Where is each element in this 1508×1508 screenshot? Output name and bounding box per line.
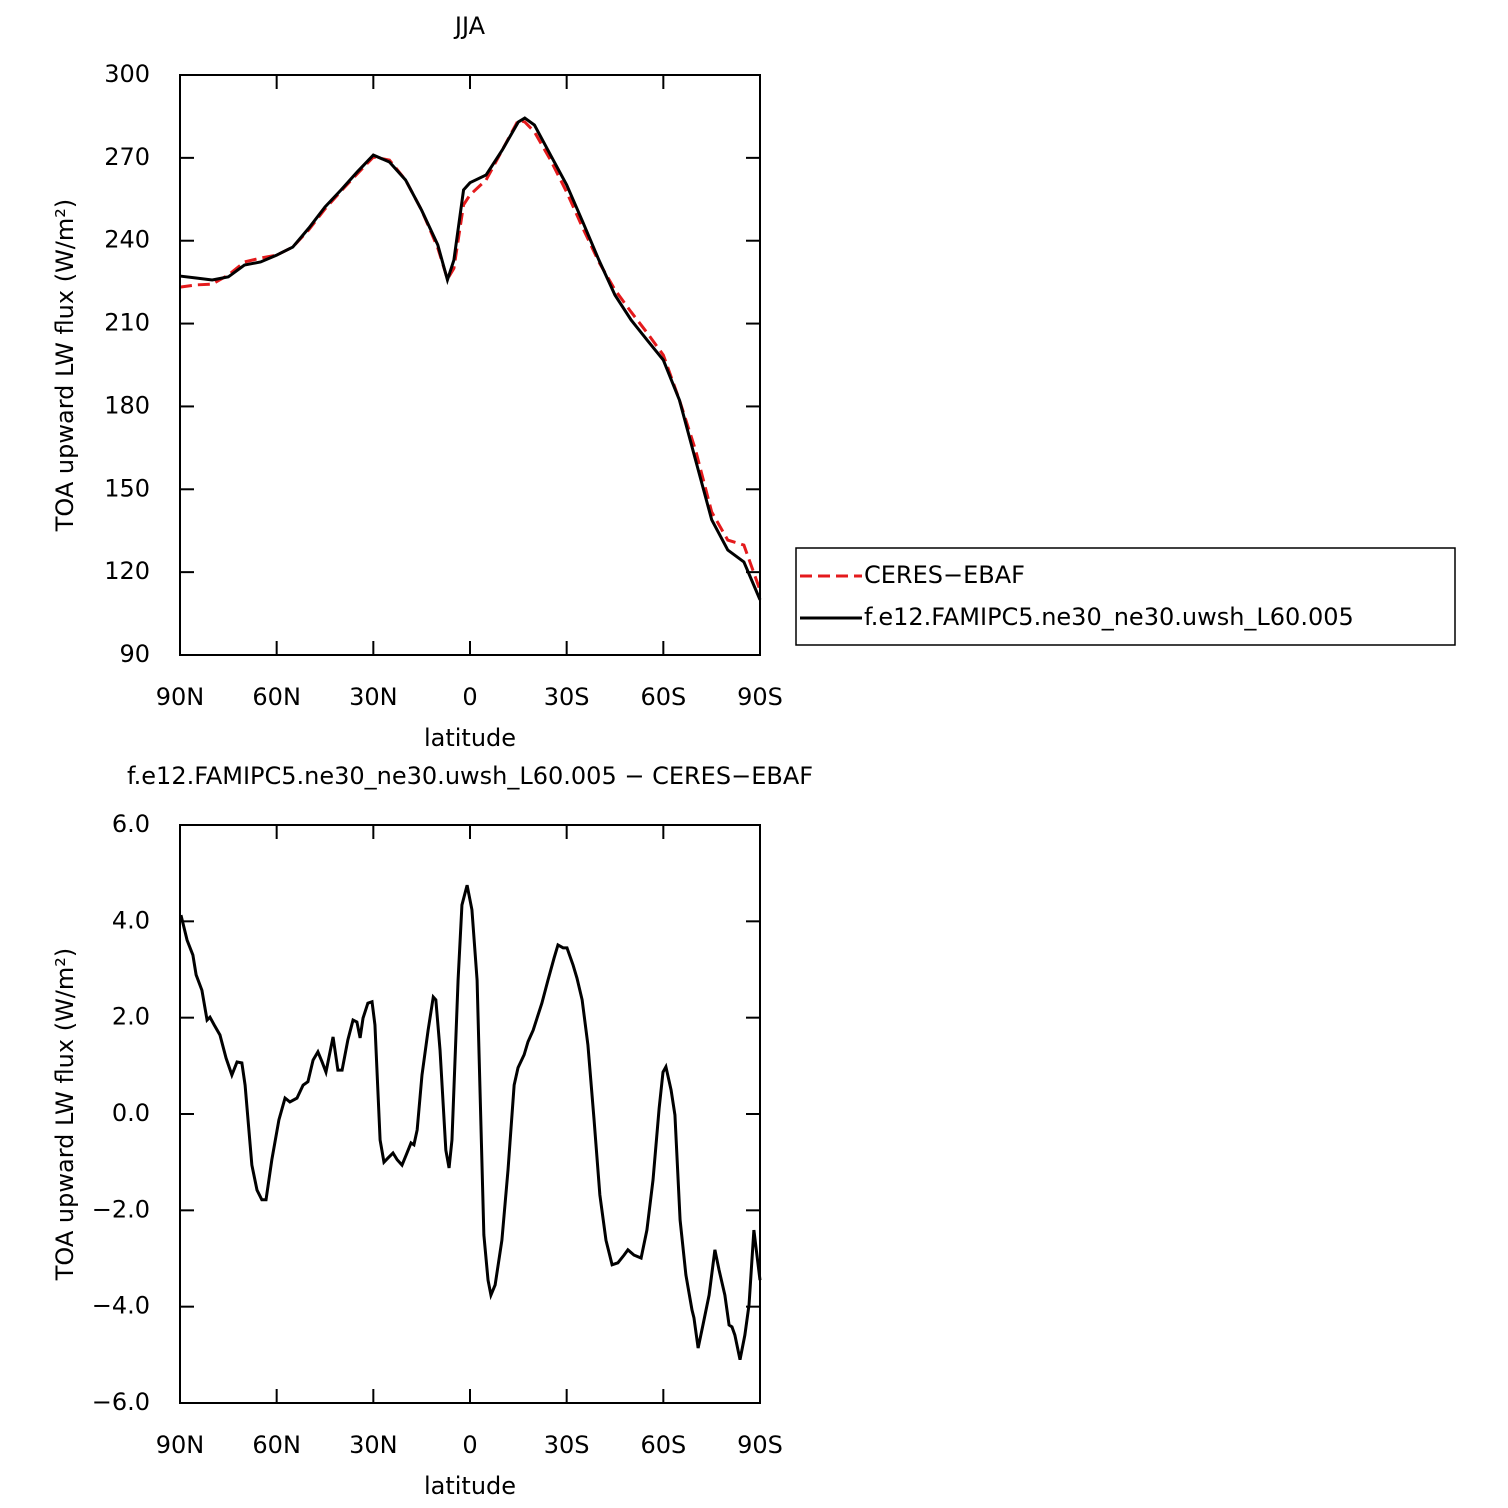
x-axis-label: latitude bbox=[424, 724, 516, 752]
chart-title: f.e12.FAMIPC5.ne30_ne30.uwsh_L60.005 − C… bbox=[127, 762, 813, 790]
x-tick-label: 60S bbox=[640, 1431, 686, 1459]
x-tick-label: 60S bbox=[640, 683, 686, 711]
y-tick-label: 270 bbox=[104, 143, 150, 171]
x-tick-label: 90N bbox=[156, 683, 205, 711]
x-axis-label: latitude bbox=[424, 1472, 516, 1500]
plot-frame bbox=[179, 74, 761, 656]
x-tick-label: 90S bbox=[737, 683, 783, 711]
x-tick-label: 90N bbox=[156, 1431, 205, 1459]
legend-label: CERES−EBAF bbox=[864, 561, 1025, 589]
plot-frame bbox=[179, 824, 761, 1404]
y-tick-label: −2.0 bbox=[92, 1195, 150, 1223]
y-tick-label: 240 bbox=[104, 226, 150, 254]
legend-box bbox=[795, 547, 1456, 646]
x-tick-label: 60N bbox=[252, 683, 301, 711]
y-axis-label: TOA upward LW flux (W/m²) bbox=[51, 948, 79, 1282]
x-tick-label: 30N bbox=[349, 1431, 398, 1459]
y-tick-label: 90 bbox=[119, 640, 150, 668]
x-tick-label: 0 bbox=[462, 683, 477, 711]
x-tick-label: 30S bbox=[544, 683, 590, 711]
y-tick-label: 300 bbox=[104, 60, 150, 88]
series-line bbox=[179, 116, 762, 601]
x-tick-label: 90S bbox=[737, 1431, 783, 1459]
chart-title: JJA bbox=[453, 12, 486, 40]
y-tick-label: −6.0 bbox=[92, 1388, 150, 1416]
series-line bbox=[179, 118, 762, 591]
y-tick-label: 150 bbox=[104, 474, 150, 502]
x-tick-label: 30N bbox=[349, 683, 398, 711]
y-tick-label: 4.0 bbox=[112, 906, 150, 934]
legend-label: f.e12.FAMIPC5.ne30_ne30.uwsh_L60.005 bbox=[864, 603, 1354, 631]
y-tick-label: 180 bbox=[104, 391, 150, 419]
x-tick-label: 0 bbox=[462, 1431, 477, 1459]
y-axis-label: TOA upward LW flux (W/m²) bbox=[51, 199, 79, 533]
y-tick-label: −4.0 bbox=[92, 1292, 150, 1320]
y-tick-label: 6.0 bbox=[112, 810, 150, 838]
y-tick-label: 120 bbox=[104, 557, 150, 585]
y-tick-label: 210 bbox=[104, 309, 150, 337]
series-line bbox=[179, 884, 762, 1360]
x-tick-label: 60N bbox=[252, 1431, 301, 1459]
y-tick-label: 0.0 bbox=[112, 1099, 150, 1127]
y-tick-label: 2.0 bbox=[112, 1003, 150, 1031]
x-tick-label: 30S bbox=[544, 1431, 590, 1459]
